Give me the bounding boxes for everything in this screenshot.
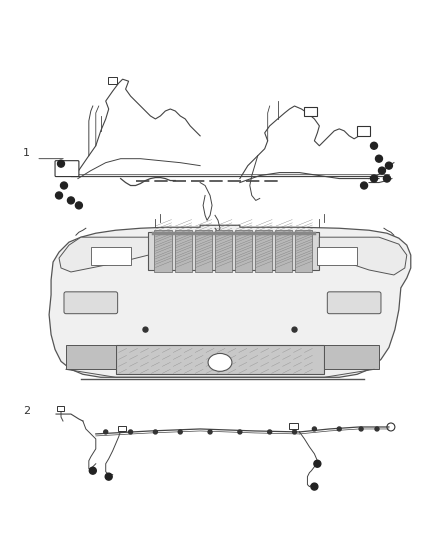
Circle shape bbox=[60, 182, 67, 189]
Bar bbox=[215, 230, 232, 272]
Bar bbox=[324, 344, 379, 369]
FancyBboxPatch shape bbox=[55, 160, 79, 176]
FancyBboxPatch shape bbox=[289, 423, 298, 429]
Circle shape bbox=[178, 430, 182, 434]
Bar bbox=[116, 344, 324, 374]
Bar bbox=[255, 230, 272, 272]
Circle shape bbox=[67, 197, 74, 204]
Polygon shape bbox=[319, 237, 407, 275]
Polygon shape bbox=[59, 237, 148, 272]
Polygon shape bbox=[49, 225, 411, 377]
Circle shape bbox=[371, 175, 378, 182]
Circle shape bbox=[89, 467, 96, 474]
Bar bbox=[155, 230, 172, 272]
FancyBboxPatch shape bbox=[64, 292, 118, 314]
Circle shape bbox=[375, 155, 382, 162]
Circle shape bbox=[56, 192, 63, 199]
Circle shape bbox=[268, 430, 272, 434]
Text: 2: 2 bbox=[23, 406, 30, 416]
Circle shape bbox=[314, 461, 321, 467]
Bar bbox=[148, 232, 319, 270]
Circle shape bbox=[371, 142, 378, 149]
Circle shape bbox=[311, 483, 318, 490]
Circle shape bbox=[105, 473, 112, 480]
Circle shape bbox=[375, 427, 379, 431]
Bar bbox=[318, 247, 357, 265]
FancyBboxPatch shape bbox=[108, 77, 117, 84]
Circle shape bbox=[75, 202, 82, 209]
Bar bbox=[295, 230, 312, 272]
FancyBboxPatch shape bbox=[118, 426, 126, 431]
Circle shape bbox=[337, 427, 341, 431]
FancyBboxPatch shape bbox=[357, 126, 370, 136]
FancyBboxPatch shape bbox=[304, 107, 317, 116]
Bar bbox=[275, 230, 292, 272]
Circle shape bbox=[104, 430, 108, 434]
Circle shape bbox=[359, 427, 363, 431]
Bar bbox=[174, 230, 192, 272]
Circle shape bbox=[378, 167, 385, 174]
Circle shape bbox=[293, 430, 297, 434]
Bar bbox=[91, 247, 131, 265]
FancyBboxPatch shape bbox=[57, 406, 64, 411]
Bar bbox=[66, 344, 116, 369]
Bar bbox=[194, 230, 212, 272]
Bar bbox=[235, 230, 252, 272]
Circle shape bbox=[385, 162, 392, 169]
Circle shape bbox=[383, 175, 390, 182]
FancyBboxPatch shape bbox=[327, 292, 381, 314]
Circle shape bbox=[208, 430, 212, 434]
Circle shape bbox=[292, 327, 297, 332]
Text: 1: 1 bbox=[23, 148, 30, 158]
Circle shape bbox=[360, 182, 367, 189]
Circle shape bbox=[153, 430, 157, 434]
Circle shape bbox=[143, 327, 148, 332]
Circle shape bbox=[129, 430, 133, 434]
Ellipse shape bbox=[208, 353, 232, 372]
Circle shape bbox=[57, 160, 64, 167]
Circle shape bbox=[238, 430, 242, 434]
Circle shape bbox=[312, 427, 316, 431]
